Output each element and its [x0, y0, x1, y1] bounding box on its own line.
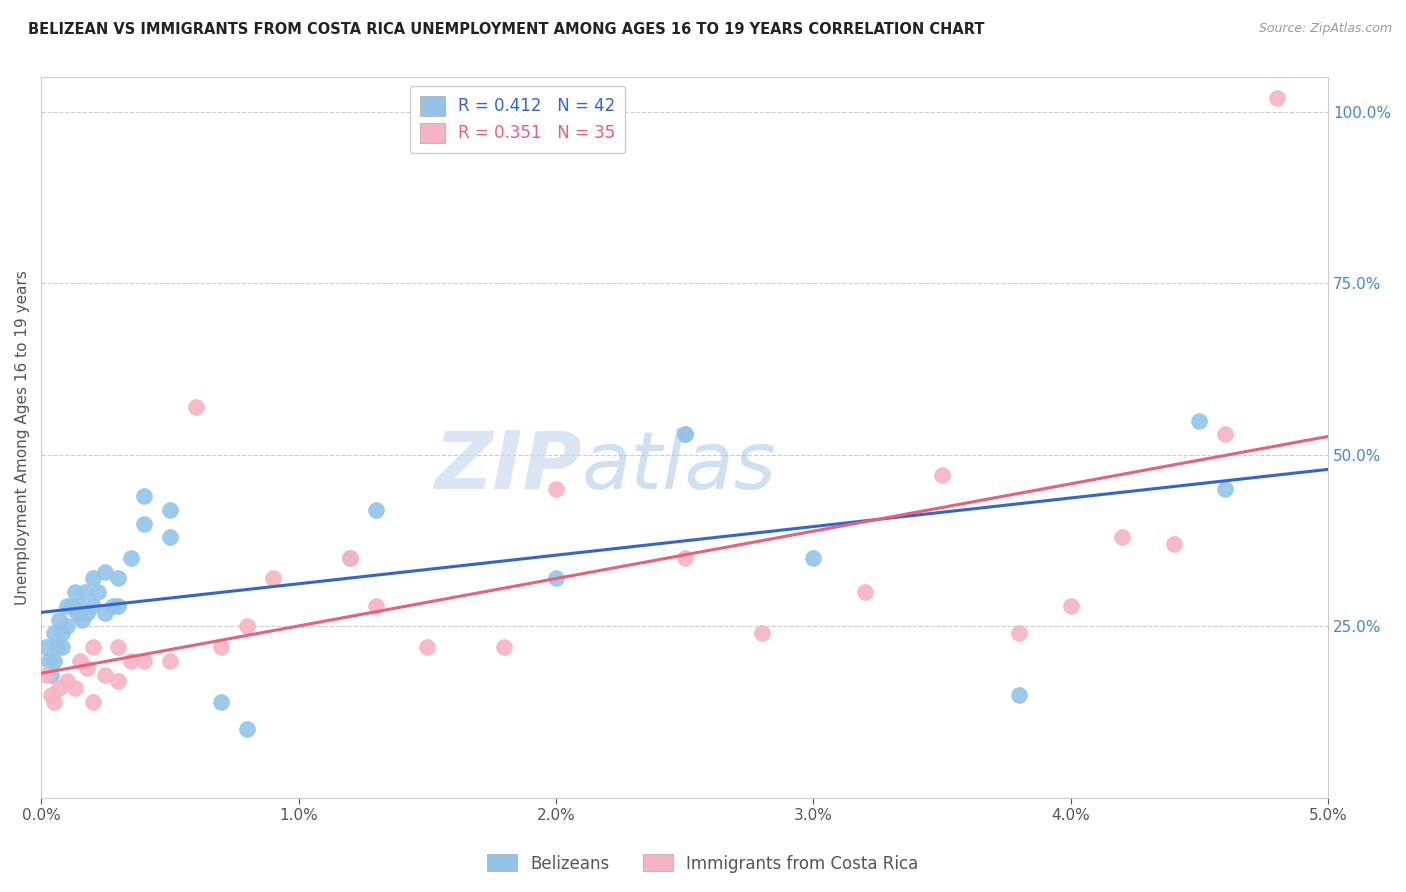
Point: [751, 626, 773, 640]
Point: [673, 427, 696, 442]
Point: [76, 606, 98, 620]
Point: [82, 599, 104, 613]
Point: [236, 619, 259, 633]
Point: [73, 585, 96, 599]
Point: [94, 606, 117, 620]
Point: [853, 585, 876, 599]
Point: [184, 400, 207, 414]
Point: [35, 640, 58, 654]
Point: [120, 654, 142, 668]
Text: ZIP: ZIP: [434, 427, 582, 506]
Point: [1111, 530, 1133, 544]
Point: [1265, 91, 1288, 105]
Point: [132, 654, 155, 668]
Point: [45, 640, 67, 654]
Point: [48, 613, 70, 627]
Point: [416, 640, 439, 654]
Point: [673, 427, 696, 442]
Text: Source: ZipAtlas.com: Source: ZipAtlas.com: [1258, 22, 1392, 36]
Point: [159, 503, 181, 517]
Point: [51, 640, 73, 654]
Point: [339, 550, 361, 565]
Point: [209, 695, 232, 709]
Point: [42, 695, 65, 709]
Point: [544, 571, 567, 585]
Point: [132, 516, 155, 531]
Text: atlas: atlas: [582, 427, 776, 506]
Point: [63, 585, 86, 599]
Point: [120, 550, 142, 565]
Point: [69, 654, 91, 668]
Point: [107, 599, 129, 613]
Point: [1008, 626, 1031, 640]
Point: [801, 550, 824, 565]
Text: BELIZEAN VS IMMIGRANTS FROM COSTA RICA UNEMPLOYMENT AMONG AGES 16 TO 19 YEARS CO: BELIZEAN VS IMMIGRANTS FROM COSTA RICA U…: [28, 22, 984, 37]
Legend: R = 0.412   N = 42, R = 0.351   N = 35: R = 0.412 N = 42, R = 0.351 N = 35: [409, 86, 626, 153]
Point: [35, 667, 58, 681]
Point: [159, 654, 181, 668]
Point: [1213, 482, 1236, 496]
Point: [41, 667, 63, 681]
Point: [82, 640, 104, 654]
Point: [60, 599, 83, 613]
Point: [87, 585, 110, 599]
Point: [82, 695, 104, 709]
Point: [56, 619, 79, 633]
Point: [94, 565, 117, 579]
Point: [1213, 427, 1236, 442]
Point: [107, 640, 129, 654]
Point: [103, 599, 125, 613]
Point: [51, 626, 73, 640]
Point: [339, 550, 361, 565]
Point: [48, 681, 70, 696]
Point: [262, 571, 284, 585]
Point: [42, 654, 65, 668]
Y-axis label: Unemployment Among Ages 16 to 19 years: Unemployment Among Ages 16 to 19 years: [15, 270, 30, 605]
Point: [1188, 414, 1211, 428]
Point: [494, 640, 516, 654]
Point: [159, 530, 181, 544]
Point: [1163, 537, 1185, 551]
Point: [673, 550, 696, 565]
Point: [82, 571, 104, 585]
Point: [107, 571, 129, 585]
Point: [76, 661, 98, 675]
Point: [931, 468, 953, 483]
Point: [56, 674, 79, 689]
Point: [63, 681, 86, 696]
Point: [209, 640, 232, 654]
Point: [1008, 688, 1031, 702]
Point: [1060, 599, 1083, 613]
Point: [132, 489, 155, 503]
Point: [66, 606, 89, 620]
Point: [544, 482, 567, 496]
Point: [364, 599, 387, 613]
Legend: Belizeans, Immigrants from Costa Rica: Belizeans, Immigrants from Costa Rica: [481, 847, 925, 880]
Point: [364, 503, 387, 517]
Point: [107, 674, 129, 689]
Point: [94, 667, 117, 681]
Point: [69, 599, 91, 613]
Point: [72, 613, 94, 627]
Point: [236, 723, 259, 737]
Point: [42, 626, 65, 640]
Point: [38, 654, 60, 668]
Point: [41, 688, 63, 702]
Point: [56, 599, 79, 613]
